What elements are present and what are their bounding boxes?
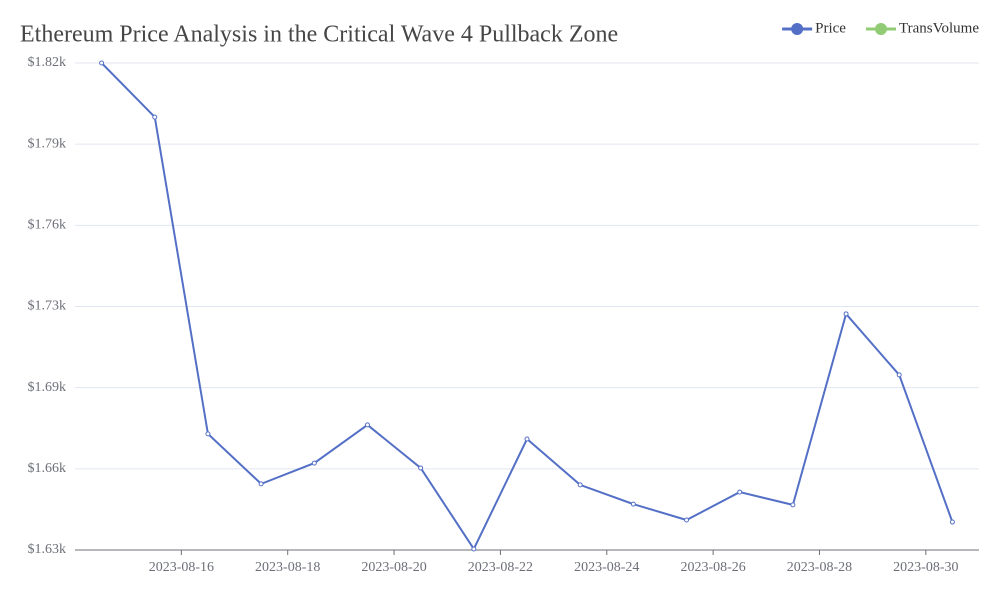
point (790, 502, 796, 508)
point (737, 489, 743, 495)
x-tick-label: 2023-08-20 (361, 560, 426, 575)
point (471, 546, 477, 552)
point (205, 431, 211, 437)
point (630, 501, 636, 507)
point (311, 460, 317, 466)
point (152, 114, 158, 120)
x-tick-label: 2023-08-16 (149, 560, 214, 575)
point (364, 422, 370, 428)
point (418, 465, 424, 471)
y-tick-label: $1.76k (28, 218, 67, 233)
x-tick-label: 2023-08-24 (574, 560, 639, 575)
legend-label: TransVolume (899, 20, 979, 36)
y-tick-label: $1.79k (28, 136, 67, 151)
point (949, 519, 955, 525)
point (524, 436, 530, 442)
chart-title: Ethereum Price Analysis in the Critical … (20, 22, 618, 48)
x-tick-label: 2023-08-26 (680, 560, 745, 575)
legend: TransVolume Price (782, 20, 979, 36)
point (684, 517, 690, 523)
point (258, 481, 264, 487)
point (843, 311, 849, 317)
x-tick-label: 2023-08-22 (468, 560, 533, 575)
x-tick-label: 2023-08-30 (893, 560, 958, 575)
point (896, 372, 902, 378)
legend-swatch (791, 23, 804, 35)
legend-label: Price (815, 20, 846, 36)
x-tick-label: 2023-08-18 (255, 560, 320, 575)
point (99, 60, 105, 66)
point (577, 482, 583, 488)
y-tick-label: $1.63k (28, 542, 67, 557)
y-tick-label: $1.66k (28, 461, 67, 476)
price-line (100, 62, 954, 551)
y-tick-label: $1.73k (28, 299, 67, 314)
y-tick-label: $1.82k (28, 55, 67, 70)
y-tick-label: $1.69k (28, 380, 67, 395)
x-tick-label: 2023-08-28 (787, 560, 852, 575)
legend-swatch (874, 23, 887, 35)
